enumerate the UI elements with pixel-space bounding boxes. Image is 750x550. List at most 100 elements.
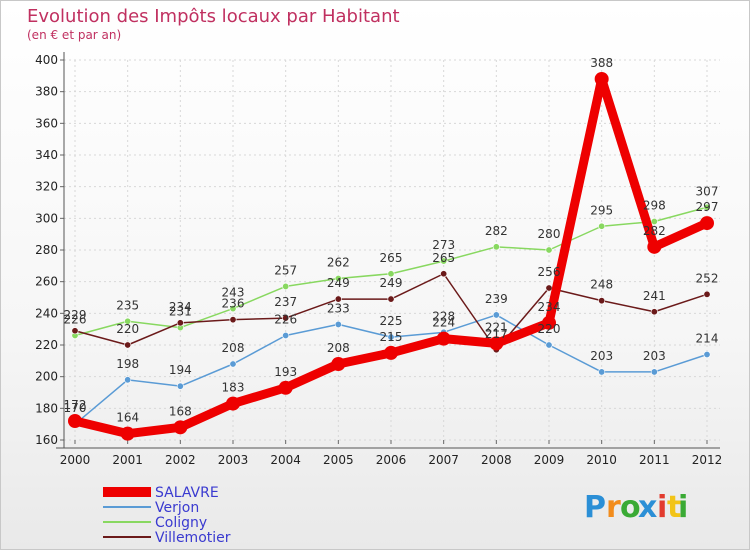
logo-letter: r <box>606 490 621 525</box>
x-tick-label: 2009 <box>534 453 565 467</box>
data-label-villemotier: 229 <box>64 308 87 322</box>
y-tick-label: 380 <box>35 85 58 99</box>
point-villemotier <box>545 284 553 292</box>
x-tick-label: 2012 <box>692 453 723 467</box>
point-coligny <box>124 317 132 325</box>
data-label-coligny: 307 <box>696 184 719 198</box>
point-verjon <box>282 331 290 339</box>
data-label-villemotier: 237 <box>274 295 297 309</box>
data-label-coligny: 265 <box>380 251 403 265</box>
data-label-verjon: 208 <box>222 341 245 355</box>
data-label-verjon: 194 <box>169 363 192 377</box>
point-coligny <box>545 246 553 254</box>
data-label-salavre: 183 <box>222 381 245 395</box>
point-villemotier <box>440 270 448 278</box>
point-verjon <box>650 368 658 376</box>
point-verjon <box>176 382 184 390</box>
point-verjon <box>703 350 711 358</box>
data-label-verjon: 220 <box>538 322 561 336</box>
grid <box>64 59 720 441</box>
x-tick-label: 2005 <box>323 453 354 467</box>
point-coligny <box>229 305 237 313</box>
point-coligny <box>598 222 606 230</box>
data-label-coligny: 298 <box>643 199 666 213</box>
data-label-coligny: 273 <box>432 238 455 252</box>
data-label-villemotier: 252 <box>696 271 719 285</box>
y-tick-label: 260 <box>35 275 58 289</box>
data-label-coligny: 226 <box>64 313 87 327</box>
logo-letter: P <box>584 490 606 525</box>
logo-letter: x <box>638 490 657 525</box>
point-salavre <box>647 239 662 254</box>
data-label-salavre: 172 <box>64 398 87 412</box>
data-label-verjon: 170 <box>64 401 87 415</box>
y-tick-label: 160 <box>35 433 58 447</box>
data-label-salavre: 208 <box>327 341 350 355</box>
data-label-verjon: 203 <box>590 349 613 363</box>
data-label-salavre: 234 <box>538 300 561 314</box>
chart-title: Evolution des Impôts locaux par Habitant <box>27 6 400 27</box>
data-label-salavre: 224 <box>432 316 455 330</box>
data-label-verjon: 225 <box>380 314 403 328</box>
data-label-coligny: 235 <box>116 298 139 312</box>
y-tick-label: 360 <box>35 116 58 130</box>
data-label-verjon: 239 <box>485 292 508 306</box>
point-villemotier <box>176 319 184 327</box>
point-salavre <box>120 426 135 441</box>
data-label-salavre: 388 <box>590 56 613 70</box>
legend-label-coligny: Coligny <box>155 515 207 531</box>
data-label-verjon: 214 <box>696 332 719 346</box>
point-villemotier <box>71 327 79 335</box>
y-tick-label: 200 <box>35 370 58 384</box>
series-layer <box>68 72 714 441</box>
y-tick-label: 400 <box>35 53 58 67</box>
y-tick-label: 240 <box>35 306 58 320</box>
y-tick-label: 180 <box>35 401 58 415</box>
point-salavre <box>331 357 346 371</box>
data-label-villemotier: 256 <box>538 265 561 279</box>
point-salavre <box>226 396 240 411</box>
data-label-coligny: 257 <box>274 263 297 277</box>
x-tick-label: 2002 <box>165 453 196 467</box>
data-label-verjon: 228 <box>432 309 455 323</box>
data-label-villemotier: 265 <box>432 251 455 265</box>
point-salavre <box>436 331 451 346</box>
data-label-villemotier: 236 <box>222 297 245 311</box>
point-coligny <box>703 203 711 211</box>
x-tick-label: 2004 <box>270 453 301 467</box>
logo-letter: o <box>620 490 641 525</box>
data-label-villemotier: 234 <box>169 300 192 314</box>
x-tick-label: 2010 <box>586 453 617 467</box>
data-label-verjon: 198 <box>116 357 139 371</box>
x-tick-label: 2011 <box>639 453 670 467</box>
chart-subtitle: (en € et par an) <box>27 28 121 42</box>
legend-label-verjon: Verjon <box>155 500 199 516</box>
data-label-salavre: 164 <box>116 411 139 425</box>
point-coligny <box>282 282 290 290</box>
point-salavre <box>68 414 82 428</box>
y-tick-label: 320 <box>35 180 58 194</box>
point-villemotier <box>598 297 606 305</box>
data-label-salavre: 282 <box>643 224 666 238</box>
data-labels: 172 164 168 183 193 208 215 224 221 234 388 282 297 1… <box>64 56 719 425</box>
point-salavre <box>489 336 504 351</box>
data-label-villemotier: 217 <box>485 327 508 341</box>
data-label-coligny: 243 <box>222 286 245 300</box>
data-label-salavre: 221 <box>485 320 508 334</box>
x-tick-label: 2007 <box>428 453 459 467</box>
point-verjon <box>598 368 606 376</box>
point-salavre <box>542 315 556 330</box>
y-tick-label: 220 <box>35 338 58 352</box>
point-coligny <box>492 243 500 251</box>
point-salavre <box>173 420 188 435</box>
point-verjon <box>545 341 553 349</box>
point-villemotier <box>282 314 290 322</box>
point-coligny <box>334 274 342 282</box>
logo-letter: i <box>657 490 667 525</box>
logo-letter: i <box>678 490 688 525</box>
point-salavre <box>384 345 398 360</box>
axes: 160 180 200 220 240 260 280 300 320 340 360 380 400 2… <box>35 52 722 467</box>
point-villemotier <box>703 290 711 298</box>
point-salavre <box>700 216 714 231</box>
